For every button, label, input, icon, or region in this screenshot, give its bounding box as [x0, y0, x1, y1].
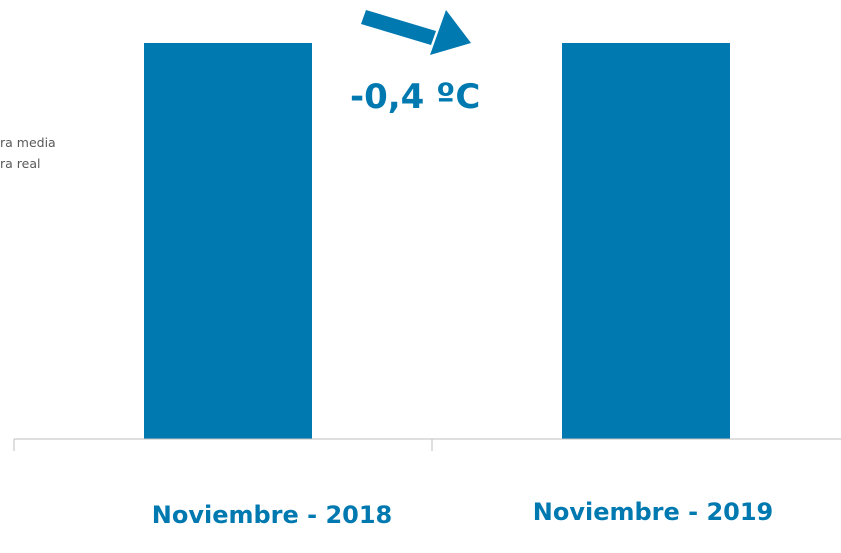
category-label-2018: Noviembre - 2018 [151, 501, 393, 529]
change-annotation: -0,4 ºC [350, 77, 481, 117]
bar-2 [562, 43, 730, 439]
trend-arrow-icon [361, 10, 471, 55]
legend-entry-media: ra media [0, 135, 56, 150]
legend-entry-real: ra real [0, 156, 41, 171]
category-label-2019: Noviembre - 2019 [532, 498, 774, 526]
bars-layer [144, 43, 730, 439]
bar-1 [144, 43, 312, 439]
